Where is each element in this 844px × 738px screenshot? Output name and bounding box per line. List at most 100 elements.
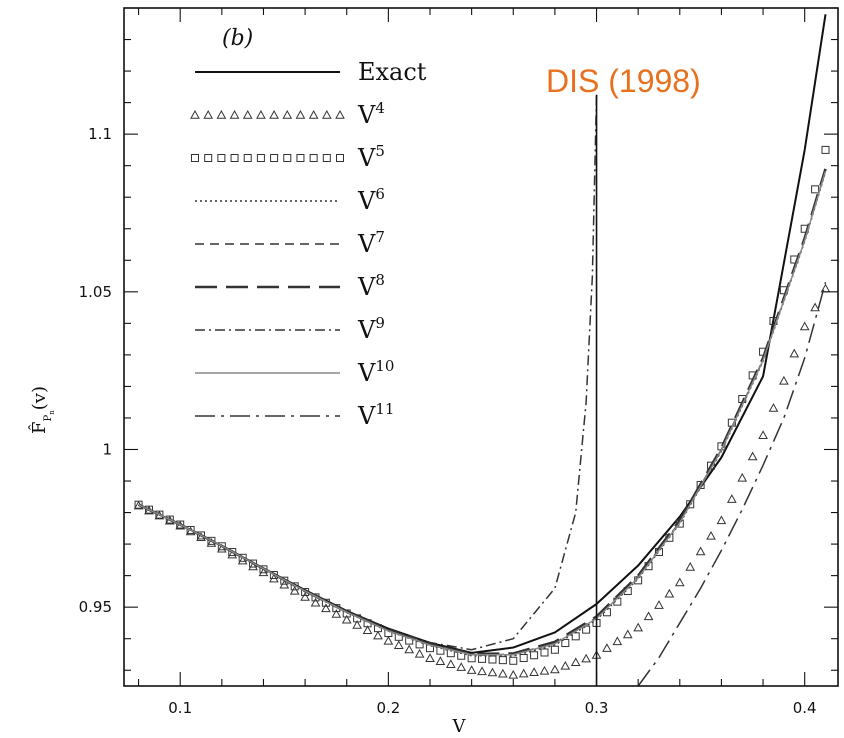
data-point <box>404 644 415 654</box>
data-point <box>622 629 633 639</box>
data-point <box>477 666 487 676</box>
y-axis-label-subsub: n <box>48 410 56 415</box>
data-point <box>654 600 664 609</box>
data-point <box>540 648 549 657</box>
legend-marker <box>295 109 306 119</box>
data-point <box>519 654 528 663</box>
y-tick-label: 1.05 <box>79 283 112 301</box>
data-point <box>529 667 539 676</box>
data-point <box>393 640 404 649</box>
data-point <box>530 651 539 660</box>
legend: Exact V4 V5 V6 V7 V8 V9 V10 V11 <box>190 58 427 430</box>
legend-item: V11 <box>195 400 394 430</box>
series-v11 <box>637 282 827 687</box>
data-point <box>498 656 507 665</box>
series-v5 <box>134 145 830 665</box>
data-point <box>821 145 830 154</box>
y-axis-label-sub: P <box>43 414 54 421</box>
y-axis-label-main: F̂ <box>28 421 50 434</box>
x-axis-label: V <box>452 716 467 737</box>
legend-item: V7 <box>195 228 385 258</box>
data-point <box>508 669 519 679</box>
data-point <box>176 520 185 529</box>
data-point <box>362 625 373 635</box>
data-point <box>227 549 238 559</box>
data-point <box>602 643 612 652</box>
data-point <box>217 542 226 551</box>
legend-marker <box>216 109 227 119</box>
legend-marker <box>335 109 345 119</box>
data-point <box>197 531 206 540</box>
data-point <box>737 472 748 482</box>
legend-label: V9 <box>357 314 385 344</box>
legend-marker <box>336 154 344 162</box>
data-point <box>550 664 560 674</box>
data-point <box>237 555 248 565</box>
legend-label: V7 <box>357 228 385 258</box>
data-point <box>186 525 195 534</box>
legend-marker <box>190 109 200 119</box>
data-point <box>789 348 800 358</box>
legend-marker <box>204 154 213 162</box>
legend-marker <box>322 154 331 162</box>
data-point <box>456 662 467 671</box>
plot-frame <box>123 7 839 687</box>
legend-item: V10 <box>195 357 394 387</box>
data-point <box>810 302 820 312</box>
legend-marker <box>243 154 252 162</box>
legend-marker <box>203 109 214 119</box>
legend-marker <box>321 109 332 119</box>
series-layer <box>133 14 831 687</box>
data-point <box>310 597 321 607</box>
legend-marker <box>283 154 292 162</box>
annotation-text: DIS (1998) <box>546 63 701 99</box>
panel-label: (b) <box>222 26 253 51</box>
data-point <box>550 645 559 654</box>
data-point <box>509 656 518 665</box>
series-v10 <box>138 170 827 656</box>
legend-label: V10 <box>357 357 394 387</box>
data-point <box>165 515 174 524</box>
data-point <box>674 577 685 587</box>
legend-label: V6 <box>357 185 385 215</box>
series-v8 <box>138 168 827 656</box>
legend-marker <box>230 154 239 162</box>
data-point <box>425 653 435 662</box>
data-point <box>799 321 810 331</box>
legend-label: V5 <box>357 142 385 172</box>
data-point <box>570 657 581 667</box>
y-tick-label: 1 <box>102 440 112 458</box>
data-point <box>696 480 705 489</box>
data-point <box>582 625 591 634</box>
legend-marker <box>242 109 253 119</box>
data-point <box>341 614 352 624</box>
data-point <box>498 668 508 678</box>
data-point <box>144 505 153 514</box>
legend-item: V5 <box>191 142 385 172</box>
y-axis-label: F̂Pn(v) <box>28 386 56 434</box>
data-point <box>633 622 644 632</box>
data-point <box>435 656 446 665</box>
series-line <box>138 170 827 656</box>
legend-label: Exact <box>358 58 427 86</box>
y-tick-label: 1.1 <box>88 125 112 143</box>
legend-marker <box>191 154 199 162</box>
legend-marker <box>309 154 318 162</box>
data-point <box>248 561 258 571</box>
data-point <box>612 636 623 646</box>
data-point <box>331 609 342 618</box>
data-point <box>685 562 696 571</box>
data-point <box>716 515 727 525</box>
data-point <box>414 648 425 658</box>
series-line <box>138 168 827 656</box>
x-tick-label: 0.4 <box>793 699 817 717</box>
x-tick-label: 0.2 <box>376 699 400 717</box>
data-point <box>258 567 269 577</box>
data-point <box>560 660 571 670</box>
y-axis-label-arg: (v) <box>29 386 50 410</box>
data-point <box>539 665 550 675</box>
data-point <box>518 668 529 678</box>
legend-label: V8 <box>357 271 385 301</box>
legend-item: V6 <box>195 185 385 215</box>
